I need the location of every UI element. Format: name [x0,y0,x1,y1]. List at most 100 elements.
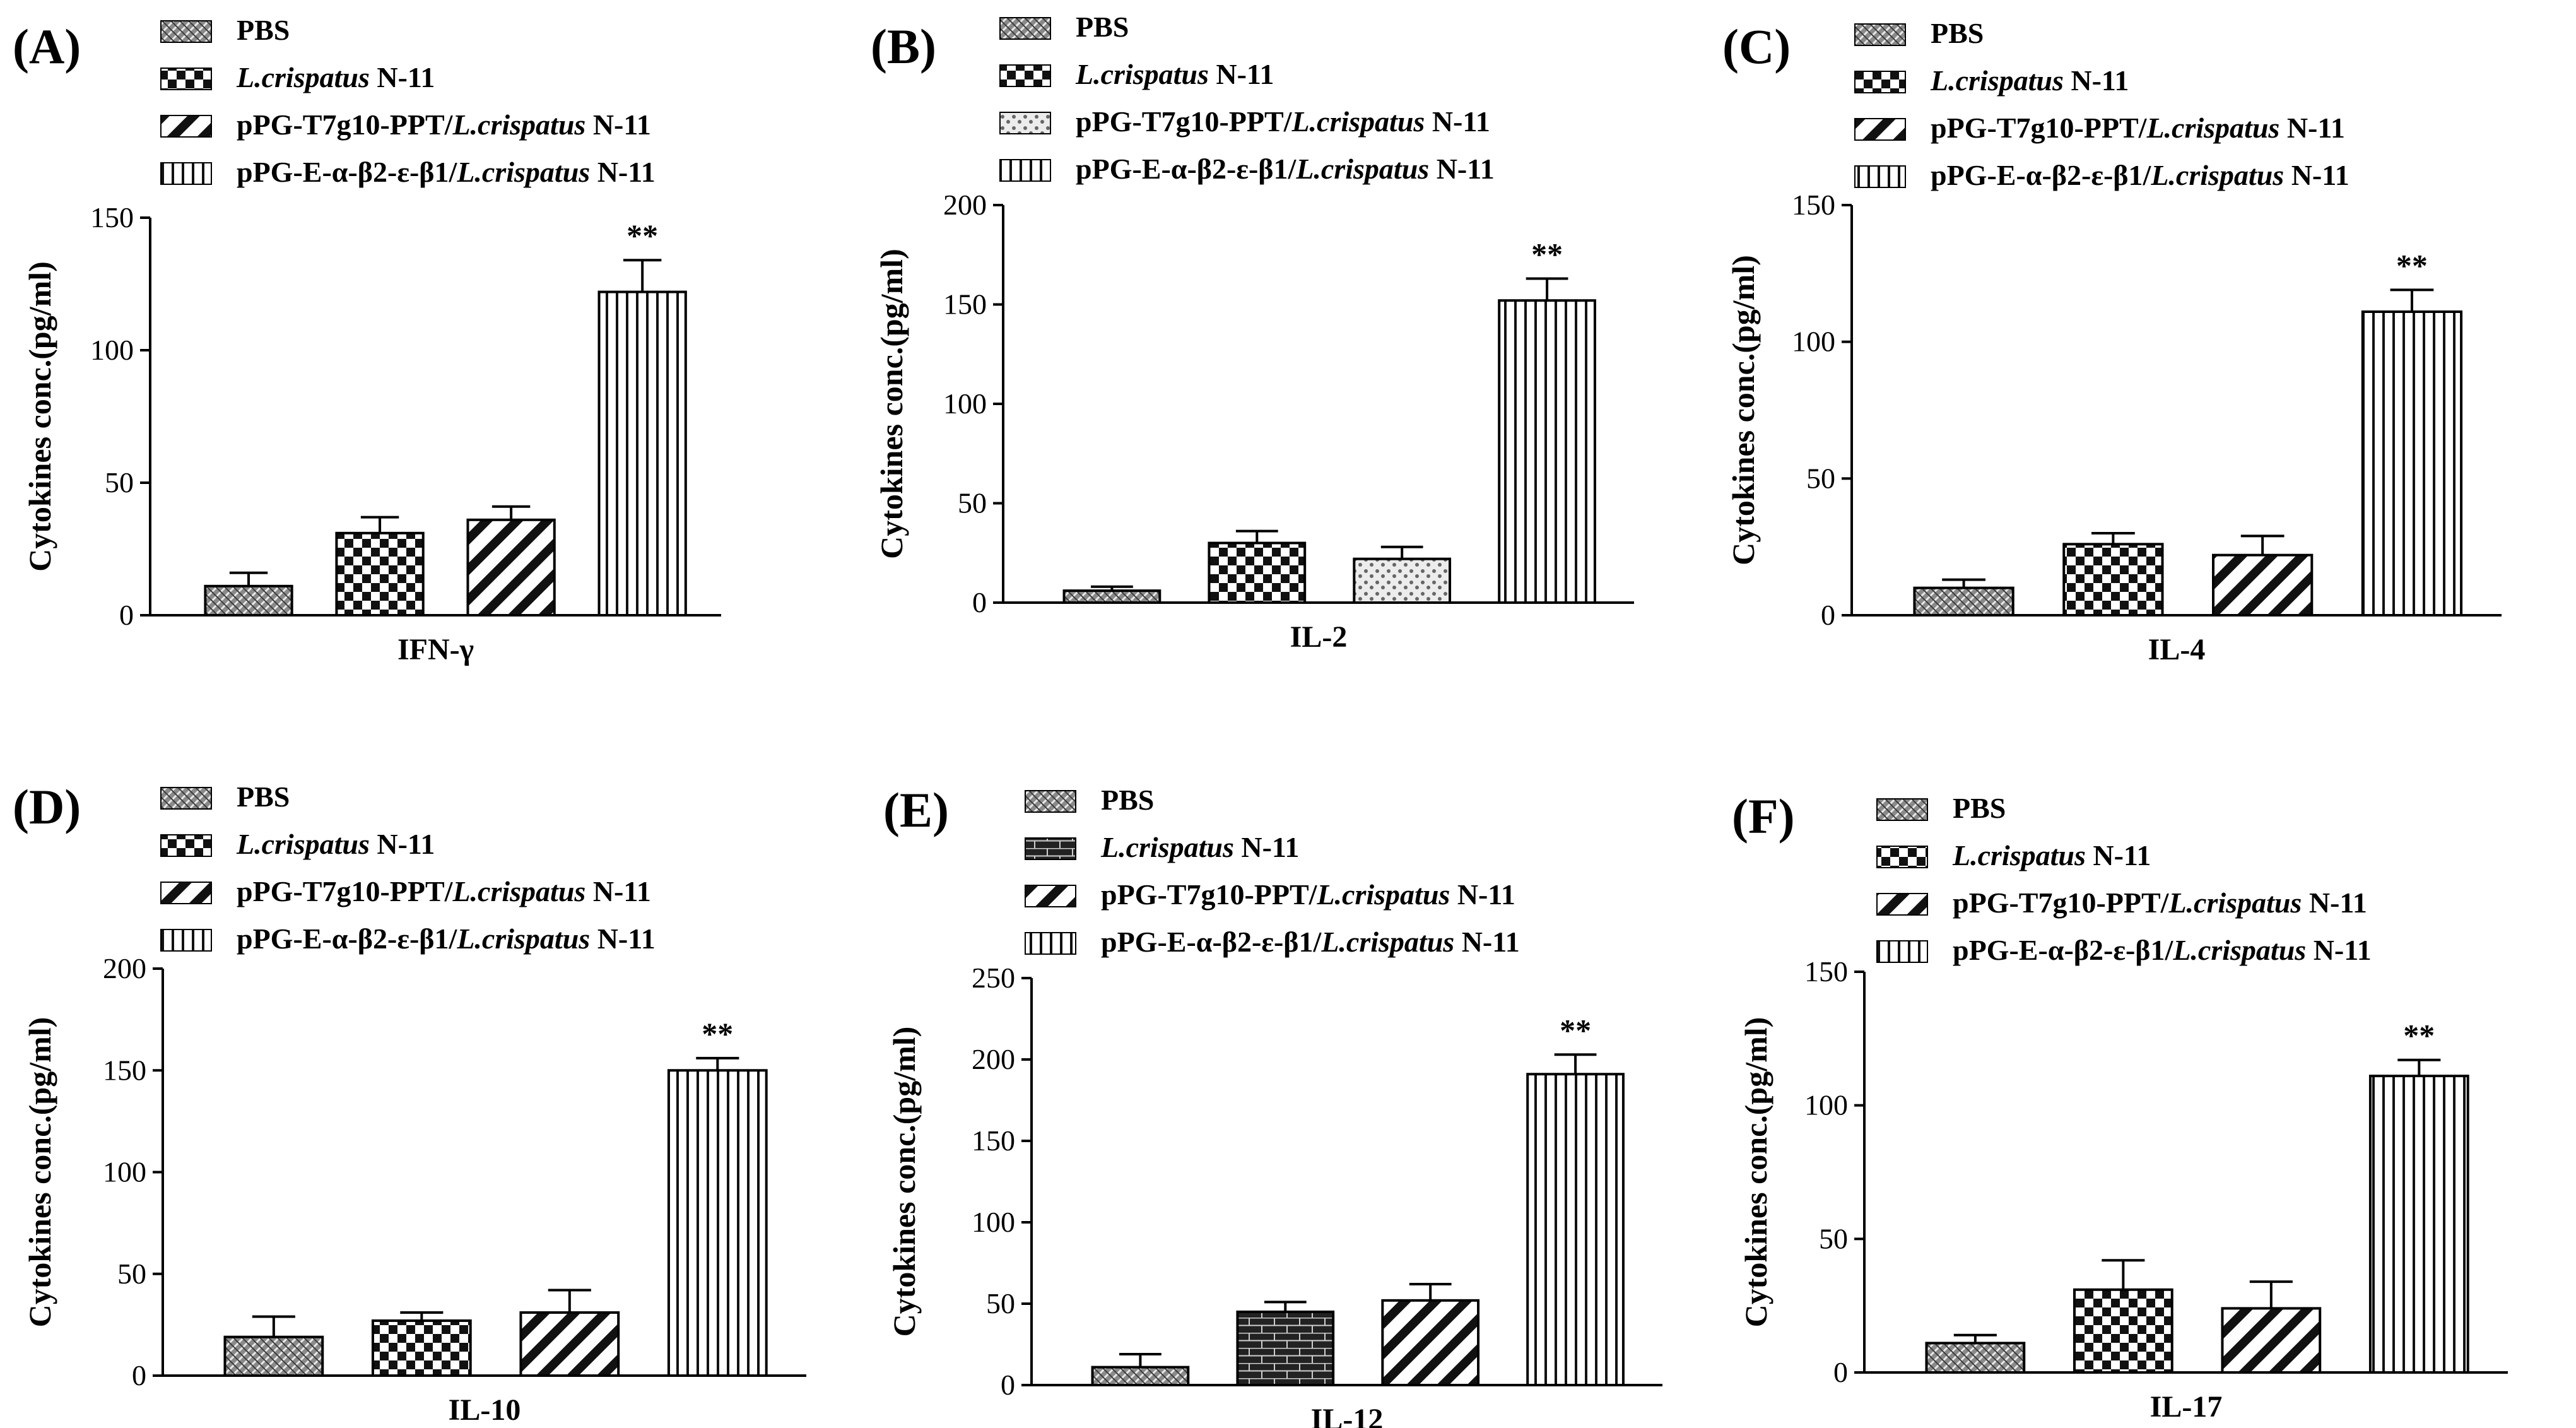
panel-label: (B) [871,19,936,74]
panel-label: (F) [1732,789,1795,844]
y-tick-label: 0 [132,1359,146,1391]
y-tick-label: 150 [103,1054,146,1086]
legend: PBS L.crispatus N-11 pPG-T7g10-PPT/L.crisp… [1876,792,2372,966]
y-tick-label: 100 [90,334,134,366]
legend-entry: L.crispatus N-11 [1952,839,2151,871]
y-tick-label: 0 [1833,1356,1848,1388]
legend: PBS L.crispatus N-11 pPG-T7g10-PPT/L.crisp… [1025,784,1520,958]
legend-swatch [1025,790,1076,813]
panel-5: (F) PBS L.crispatus N-11 pPG-T7g10-PPT/L.cr… [1732,789,2508,1424]
bar-1 [2062,543,2164,617]
y-tick-label: 200 [103,952,146,984]
legend-swatch [160,115,212,138]
y-tick-label: 250 [972,962,1015,994]
y-tick-label: 100 [103,1156,146,1188]
legend-swatch [160,929,212,952]
y-tick-label: 0 [1001,1369,1015,1401]
y-tick-label: 0 [119,599,134,631]
significance-label: ** [626,218,658,253]
legend-entry: pPG-E-α-β2-ε-β1/L.crispatus N-11 [1931,159,2350,191]
y-tick-label: 50 [958,487,987,519]
legend-swatch [999,112,1051,134]
bar-0 [1091,1366,1190,1387]
y-tick-label: 100 [1804,1089,1848,1121]
legend-entry: PBS [1953,792,2006,824]
legend-swatch [160,834,212,857]
legend-swatch [999,17,1051,40]
legend-entry: pPG-T7g10-PPT/L.crispatus N-11 [237,875,651,907]
legend-entry: PBS [1931,17,1984,49]
y-axis-label: Cytokines conc.(pg/ml) [22,261,57,572]
x-axis-label: IL-12 [1311,1403,1384,1428]
x-axis-label: IL-17 [2150,1390,2223,1424]
legend-swatch [160,20,212,43]
legend-swatch [1854,165,1906,188]
bar-3 [2368,1075,2469,1374]
legend-swatch [1025,932,1076,955]
legend-swatch [160,787,212,810]
panel-label: (A) [13,19,81,74]
legend-swatch [999,159,1051,182]
bar-2 [466,518,556,617]
legend-swatch [1876,940,1928,963]
bar-0 [1925,1342,2026,1374]
y-tick-label: 150 [943,288,987,321]
panel-label: (C) [1722,19,1791,74]
x-axis-label: IL-10 [449,1393,521,1427]
legend-entry: L.crispatus N-11 [1075,58,1274,90]
bar-1 [1236,1310,1335,1386]
y-axis-label: Cytokines conc.(pg/ml) [1726,255,1761,565]
legend: PBS L.crispatus N-11 pPG-T7g10-PPT/L.crisp… [999,11,1495,185]
legend-swatch [1876,893,1928,916]
legend-swatch [1025,837,1076,860]
y-tick-label: 50 [1806,462,1835,494]
y-tick-label: 150 [90,201,134,233]
legend-entry: PBS [237,14,290,46]
y-axis-label: Cytokines conc.(pg/ml) [22,1017,57,1328]
bar-0 [1913,586,2014,617]
bar-1 [1208,541,1307,604]
significance-label: ** [1560,1012,1591,1047]
legend-swatch [160,162,212,185]
legend-entry: pPG-T7g10-PPT/L.crispatus N-11 [1953,887,2367,919]
legend-entry: pPG-E-α-β2-ε-β1/L.crispatus N-11 [1076,153,1495,185]
legend-swatch [1854,71,1906,93]
bar-3 [667,1069,768,1377]
panel-3: (D) PBS L.crispatus N-11 pPG-T7g10-PPT/L.cr… [13,779,806,1427]
legend-swatch [999,64,1051,87]
y-tick-label: 50 [105,466,134,499]
x-axis-label: IL-2 [1290,620,1348,654]
y-tick-label: 150 [972,1124,1015,1157]
y-tick-label: 100 [1792,326,1835,358]
bar-2 [2221,1307,2322,1374]
bar-1 [335,531,425,617]
legend-entry: PBS [1076,11,1129,43]
y-tick-label: 0 [1821,599,1835,631]
panel-0: (A) PBS L.crispatus N-11 pPG-T7g10-PPT/L.cr… [13,14,721,666]
y-axis-label: Cytokines conc.(pg/ml) [886,1027,922,1337]
legend: PBS L.crispatus N-11 pPG-T7g10-PPT/L.crisp… [1854,17,2350,191]
legend-entry: PBS [237,781,290,813]
legend-entry: L.crispatus N-11 [1100,831,1299,863]
bar-0 [204,584,293,617]
legend-entry: pPG-T7g10-PPT/L.crispatus N-11 [1076,105,1490,138]
y-tick-label: 100 [943,387,987,420]
panel-4: (E) PBS L.crispatus N-11 pPG-T7g10-PPT/L.cr… [883,782,1662,1428]
y-tick-label: 0 [972,586,987,618]
legend-entry: pPG-T7g10-PPT/L.crispatus N-11 [1101,878,1515,911]
y-tick-label: 150 [1792,189,1835,221]
y-axis-label: Cytokines conc.(pg/ml) [1738,1017,1773,1328]
bar-2 [519,1311,620,1377]
legend-entry: pPG-E-α-β2-ε-β1/L.crispatus N-11 [237,156,656,188]
legend-entry: L.crispatus N-11 [1930,64,2129,97]
y-tick-label: 50 [1819,1222,1848,1254]
y-tick-label: 50 [117,1258,146,1290]
significance-label: ** [1531,237,1563,272]
x-axis-label: IFN-γ [397,633,474,666]
bar-0 [223,1335,324,1378]
panel-label: (D) [13,779,81,834]
x-axis-label: IL-4 [2148,633,2206,666]
legend-swatch [1854,118,1906,141]
bar-2 [1381,1299,1480,1387]
